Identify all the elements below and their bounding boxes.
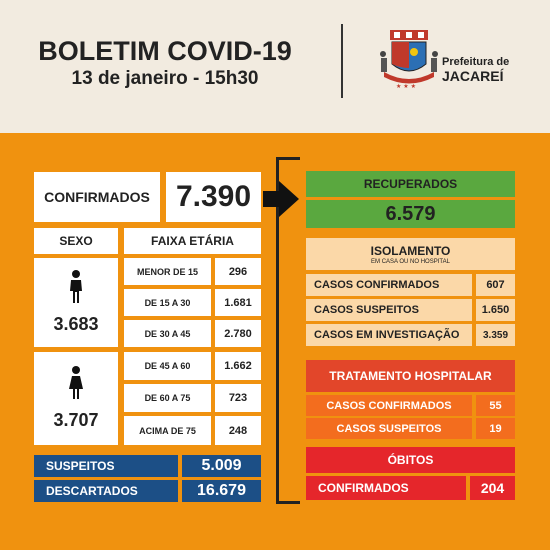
tratamento-row-label: CASOS SUSPEITOS [306,418,472,439]
isolamento-row-value: 3.359 [476,324,515,346]
svg-text:★ ★ ★: ★ ★ ★ [396,83,416,90]
bracket-line [276,157,279,504]
male-person-icon [70,270,82,303]
male-box: 3.683 [34,258,118,347]
obitos-label: CONFIRMADOS [306,476,466,500]
age-row-label: ACIMA DE 75 [124,416,211,445]
age-row-label: DE 15 A 30 [124,289,211,316]
age-row-label: MENOR DE 15 [124,258,211,285]
age-row-label: DE 45 A 60 [124,352,211,380]
header [0,0,550,133]
age-row-value: 296 [215,258,261,285]
isolamento-subtitle: EM CASA OU NO HOSPITAL [371,258,450,265]
descartados-label: DESCARTADOS [34,480,178,502]
female-person-icon [69,366,83,399]
descartados-value: 16.679 [182,480,261,502]
isolamento-header: ISOLAMENTO EM CASA OU NO HOSPITAL [306,238,515,270]
confirmados-value: 7.390 [166,172,261,222]
suspeitos-label: SUSPEITOS [34,455,178,477]
bracket-bottom-tick [276,501,300,504]
isolamento-row-value: 1.650 [476,299,515,321]
age-row-value: 2.780 [215,320,261,347]
isolamento-title: ISOLAMENTO [370,243,451,258]
age-row-value: 1.681 [215,289,261,316]
city-name-label: JACAREÍ [442,68,504,84]
suspeitos-value: 5.009 [182,455,261,477]
female-value: 3.707 [53,410,99,430]
age-row-label: DE 30 A 45 [124,320,211,347]
prefeitura-label: Prefeitura de [442,56,510,68]
bracket-top-tick [276,157,300,160]
age-row-value: 248 [215,416,261,445]
isolamento-row-label: CASOS EM INVESTIGAÇÃO [306,324,472,346]
recuperados-value: 6.579 [306,200,515,228]
header-divider [341,24,343,98]
city-crest-logo: ★ ★ ★ [380,30,438,90]
page-title: BOLETIM COVID-19 [38,36,292,66]
tratamento-row-value: 19 [476,418,515,439]
tratamento-header: TRATAMENTO HOSPITALAR [306,360,515,392]
tratamento-row-value: 55 [476,395,515,416]
obitos-header: ÓBITOS [306,447,515,473]
obitos-value: 204 [470,476,515,500]
tratamento-row-label: CASOS CONFIRMADOS [306,395,472,416]
male-value: 3.683 [53,314,99,334]
confirmados-label: CONFIRMADOS [34,172,160,222]
isolamento-row-label: CASOS SUSPEITOS [306,299,472,321]
sexo-header: SEXO [34,228,118,254]
female-box: 3.707 [34,352,118,445]
arrow-right-icon [263,181,299,217]
isolamento-row-value: 607 [476,274,515,296]
age-row-value: 1.662 [215,352,261,380]
age-row-label: DE 60 A 75 [124,384,211,412]
faixa-etaria-header: FAIXA ETÁRIA [124,228,261,254]
bulletin-date: 13 de janeiro - 15h30 [71,68,259,89]
recuperados-header: RECUPERADOS [306,171,515,197]
age-row-value: 723 [215,384,261,412]
isolamento-row-label: CASOS CONFIRMADOS [306,274,472,296]
